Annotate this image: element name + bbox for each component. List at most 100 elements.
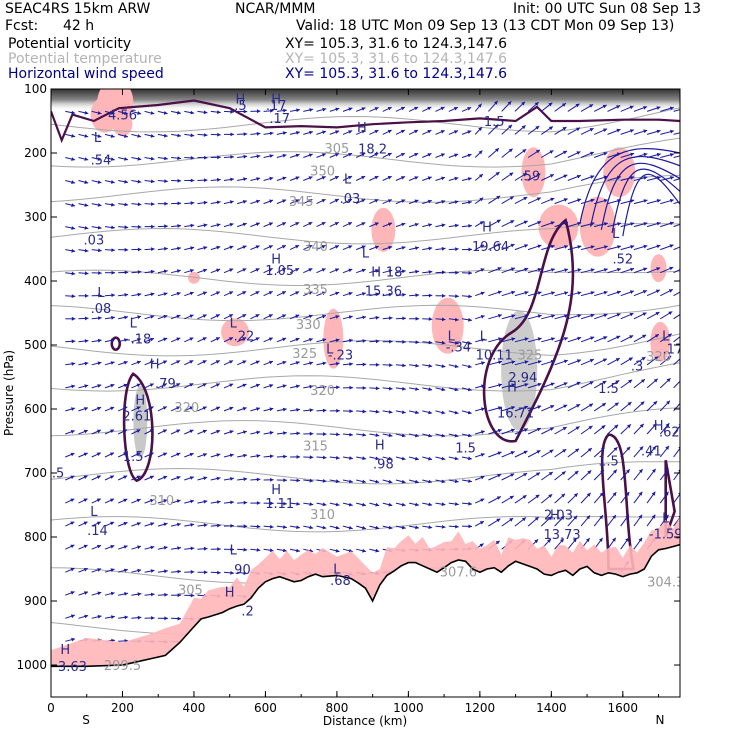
wind-arrowhead [269, 430, 274, 435]
wind-arrowhead [375, 386, 380, 391]
y-tick-label: 500 [24, 338, 47, 352]
wind-arrowhead [680, 355, 684, 359]
pv-extremum-label: L [97, 286, 105, 301]
wind-arrowhead [415, 340, 420, 345]
wind-arrowhead [335, 107, 340, 112]
wind-arrowhead [97, 157, 102, 161]
wind-vector [673, 223, 680, 228]
wind-arrowhead [230, 500, 234, 505]
wind-arrowhead [477, 103, 482, 108]
wind-arrowhead [110, 545, 115, 549]
wind-arrowhead [375, 339, 380, 344]
wind-arrowhead [402, 293, 406, 297]
wind-arrowhead [617, 175, 621, 180]
theta-label: 350 [310, 164, 335, 179]
wind-vector [673, 201, 680, 205]
wind-arrowhead [495, 540, 500, 545]
wind-arrowhead [550, 359, 555, 364]
wind-arrowhead [550, 405, 555, 409]
wind-arrowhead [550, 337, 555, 341]
wind-arrowhead [478, 127, 482, 131]
wind-arrowhead [374, 222, 379, 226]
wind-arrowhead [83, 452, 88, 457]
wind-arrowhead [453, 107, 458, 111]
pv-extremum-label: L [94, 131, 102, 146]
wind-arrowhead [643, 129, 648, 134]
wind-arrowhead [110, 475, 114, 479]
wind-arrowhead [71, 180, 75, 184]
wind-arrowhead [510, 220, 515, 224]
theta-label: 335 [303, 283, 328, 298]
wind-arrowhead [630, 199, 635, 203]
wind-arrowhead [523, 197, 528, 201]
wind-arrowhead [549, 174, 554, 178]
south-label: S [82, 713, 90, 727]
wind-arrowhead [428, 525, 433, 529]
wind-arrowhead [296, 548, 300, 553]
wind-arrowhead [468, 200, 472, 205]
wind-vector [673, 155, 680, 158]
wind-arrowhead [84, 591, 88, 595]
wind-arrowhead [524, 360, 529, 364]
wind-arrowhead [282, 360, 287, 365]
wind-arrowhead [176, 476, 181, 480]
wind-arrowhead [585, 538, 590, 542]
wind-arrowhead [111, 615, 115, 619]
theta-isentrope [51, 515, 680, 533]
wind-arrowhead [84, 226, 89, 230]
wind-arrowhead [536, 450, 541, 454]
wind-arrowhead [498, 337, 502, 341]
wind-arrowhead [336, 385, 340, 390]
wind-arrowhead [322, 455, 327, 460]
wind-arrowhead [612, 537, 616, 542]
wind-arrowhead [400, 106, 405, 111]
wind-arrowhead [110, 361, 115, 365]
wind-arrowhead [428, 387, 433, 392]
wind-arrowhead [428, 502, 433, 507]
pv-extremum-label: .59 [520, 170, 541, 185]
wind-arrowhead [652, 446, 656, 451]
wind-arrowhead [70, 452, 75, 457]
wind-arrowhead [613, 447, 618, 451]
wind-arrowhead [626, 469, 630, 474]
wind-arrowhead [136, 498, 141, 503]
wind-arrowhead [441, 364, 446, 368]
wind-arrowhead [468, 479, 472, 483]
wind-arrowhead [229, 406, 234, 411]
wind-arrowhead [454, 200, 459, 204]
wind-arrowhead [467, 177, 472, 181]
wind-arrowhead [283, 478, 287, 482]
wind-arrowhead [97, 225, 102, 230]
wind-arrowhead [590, 245, 595, 249]
wind-arrowhead [243, 154, 248, 159]
wind-arrowhead [668, 311, 673, 315]
pv-extremum-label: .79 [155, 377, 176, 392]
wind-arrowhead [203, 178, 208, 183]
wind-arrowhead [428, 456, 432, 461]
wind-arrowhead [295, 245, 300, 249]
wind-arrowhead [71, 110, 76, 115]
wind-arrowhead [603, 175, 608, 180]
wind-arrowhead [335, 361, 340, 366]
wind-arrowhead [163, 292, 168, 296]
wind-arrowhead [176, 499, 181, 503]
wind-arrowhead [509, 495, 514, 500]
theta-label: 320 [174, 401, 199, 416]
wind-arrowhead [217, 110, 221, 114]
wind-arrowhead [283, 454, 287, 459]
wind-vector [673, 132, 680, 135]
wind-arrowhead [308, 153, 313, 158]
wind-arrowhead [626, 446, 631, 451]
wind-arrowhead [563, 174, 568, 179]
wind-arrowhead [535, 126, 540, 130]
theta-label: 320 [646, 350, 671, 365]
wind-arrowhead [415, 387, 419, 391]
wind-arrowhead [401, 433, 406, 438]
wind-arrowhead [71, 637, 75, 642]
wind-arrowhead [564, 291, 569, 295]
wind-arrowhead [388, 502, 393, 507]
wind-arrowhead [666, 400, 670, 405]
wind-arrowhead [388, 456, 393, 461]
wind-arrowhead [665, 423, 670, 428]
wind-arrowhead [600, 447, 605, 452]
